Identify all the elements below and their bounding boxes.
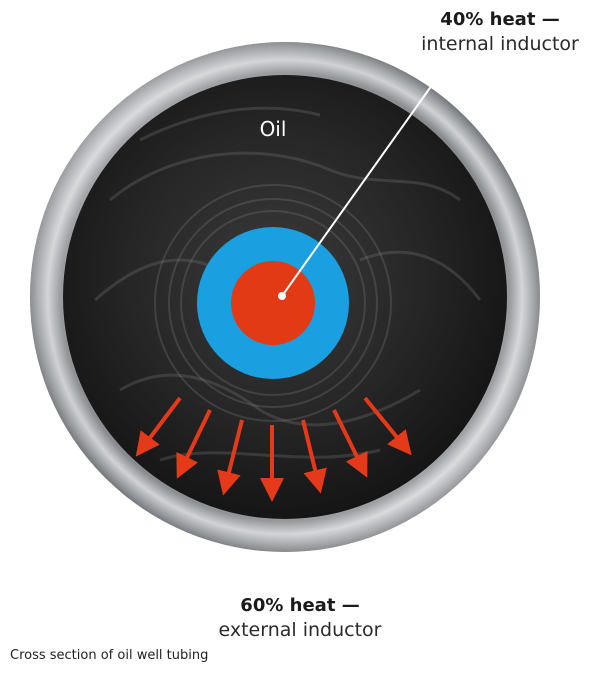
inductor-core <box>231 261 315 345</box>
oil-label: Oil <box>259 117 287 141</box>
external-inductor-label: 60% heat — external inductor <box>150 594 450 642</box>
external-heat-share: 60% heat — <box>240 595 360 616</box>
external-inductor-text: external inductor <box>218 619 382 641</box>
internal-inductor-text: internal inductor <box>421 33 579 55</box>
ripple-rings <box>154 184 392 422</box>
internal-heat-share: 40% heat — <box>440 9 560 30</box>
figure-caption: Cross section of oil well tubing <box>10 648 209 663</box>
heat-arrow <box>363 396 412 456</box>
heat-arrow <box>332 409 368 478</box>
leader-line <box>281 77 438 297</box>
heat-arrows <box>135 396 412 502</box>
heat-arrow <box>176 409 212 479</box>
heat-arrow <box>217 419 244 496</box>
heat-arrow <box>301 419 327 494</box>
leader-dot <box>278 292 286 300</box>
heat-arrow <box>135 396 182 457</box>
internal-inductor-label: 40% heat — internal inductor <box>400 8 597 56</box>
